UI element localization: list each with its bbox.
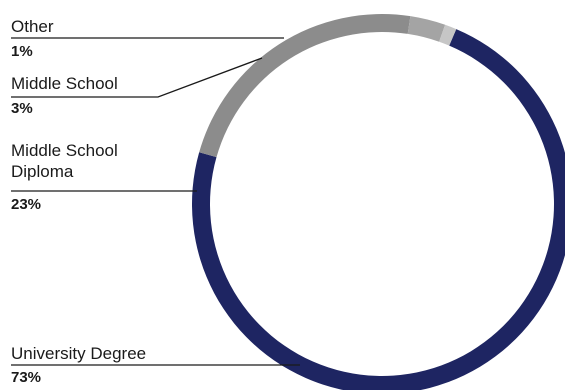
value-middle-school-diploma: 23% bbox=[11, 196, 42, 213]
label-middle-school: Middle School bbox=[11, 74, 118, 93]
value-university-degree: 73% bbox=[11, 369, 42, 386]
leader-middle-school bbox=[11, 57, 263, 98]
label-university-degree: University Degree bbox=[11, 344, 147, 363]
value-middle-school: 3% bbox=[11, 100, 33, 117]
label-middle-school-diploma: Middle School Diploma bbox=[11, 141, 118, 181]
slice-middle-school-diploma bbox=[199, 14, 411, 158]
value-other: 1% bbox=[11, 43, 33, 60]
slice-other bbox=[439, 24, 457, 46]
slice-middle-school bbox=[407, 16, 446, 42]
label-other: Other bbox=[11, 17, 54, 36]
